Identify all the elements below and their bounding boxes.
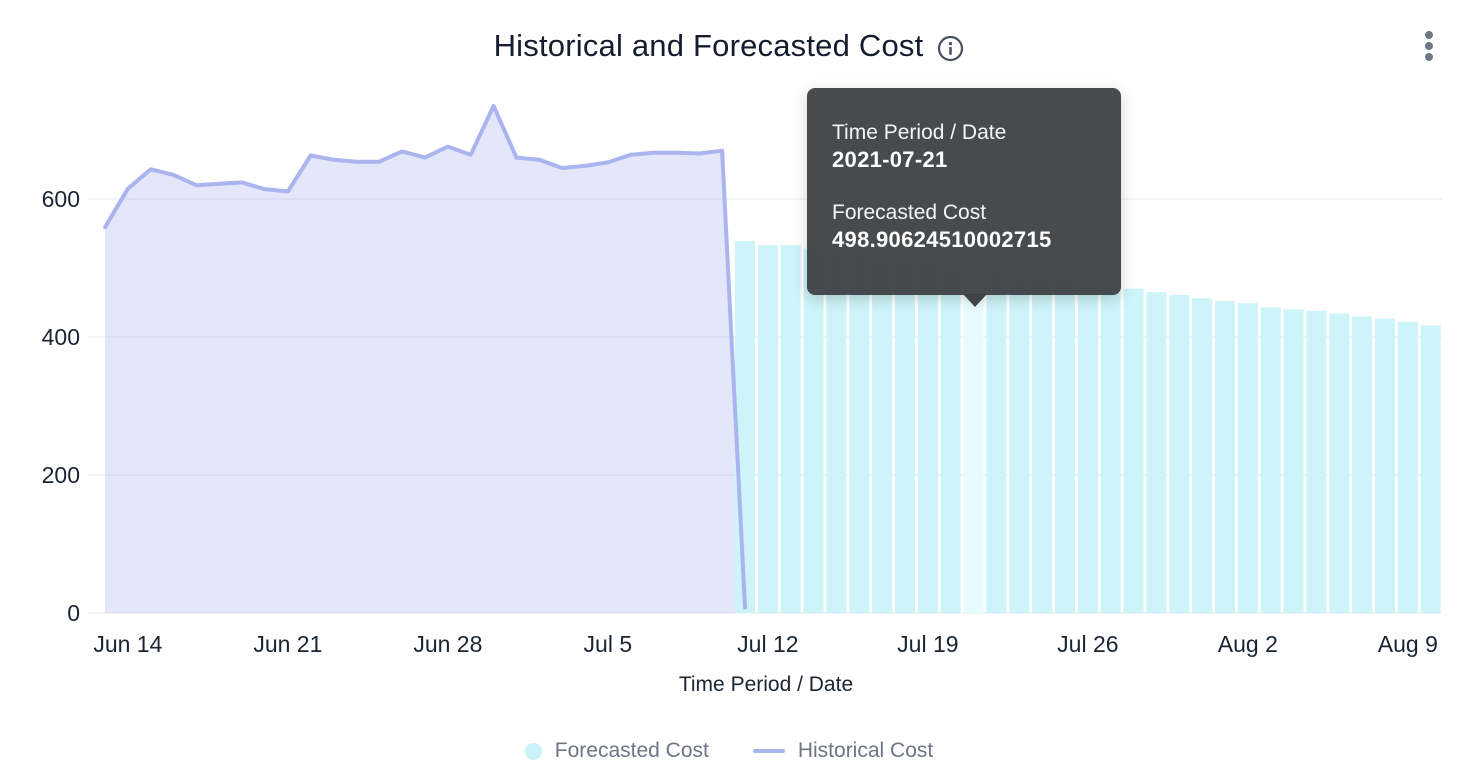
forecast-bar[interactable] [917, 263, 938, 613]
forecast-bar[interactable] [803, 248, 824, 613]
tooltip-arrow [963, 294, 987, 307]
legend-item-historical-cost[interactable]: Historical Cost [752, 739, 934, 763]
historical-cost-area [105, 105, 745, 614]
forecast-bar[interactable] [1397, 321, 1418, 613]
forecast-bar[interactable] [735, 241, 755, 613]
forecast-bar[interactable] [1306, 310, 1327, 613]
forecast-bar[interactable] [895, 260, 915, 613]
forecast-bar[interactable] [1420, 325, 1441, 613]
kebab-menu-icon[interactable] [1422, 26, 1436, 66]
forecast-bar[interactable] [1375, 318, 1395, 613]
forecast-bar[interactable] [1260, 307, 1281, 613]
x-axis-tick-label: Jul 19 [897, 631, 958, 657]
legend-label-forecasted: Forecasted Cost [554, 739, 709, 762]
tooltip-field-label: Time Period / Date [832, 121, 1007, 144]
info-icon[interactable] [937, 35, 964, 62]
x-axis-tick-label: Jun 21 [253, 631, 322, 657]
forecast-bar[interactable] [872, 257, 893, 613]
forecast-bar[interactable] [1055, 280, 1075, 613]
legend-label-historical: Historical Cost [797, 739, 934, 762]
forecast-bar[interactable] [1352, 316, 1373, 613]
forecast-bar[interactable] [1077, 283, 1098, 613]
forecast-bar[interactable] [1100, 285, 1121, 613]
forecast-bar[interactable] [1329, 313, 1350, 614]
forecast-bar[interactable] [1146, 292, 1167, 613]
forecast-bar[interactable] [757, 245, 778, 613]
forecast-bar[interactable] [940, 265, 961, 613]
forecast-bar[interactable] [1169, 294, 1190, 613]
x-axis-tick-label: Jul 26 [1057, 631, 1118, 657]
forecast-bar[interactable] [1237, 303, 1258, 613]
forecast-bar[interactable] [780, 245, 801, 613]
forecast-bar[interactable] [826, 251, 847, 613]
x-axis-tick-label: Jul 5 [584, 631, 633, 657]
chart-tooltip: Time Period / Date 2021-07-21 Forecasted… [807, 88, 1121, 307]
historical-cost-line [103, 103, 747, 610]
y-axis-tick-label: 600 [42, 186, 80, 212]
y-axis-tick-label: 0 [67, 600, 80, 626]
historical-cost-swatch-icon [752, 749, 785, 753]
x-axis-tick-label: Jun 14 [93, 631, 162, 657]
y-axis-tick-label: 200 [42, 462, 80, 488]
tooltip-series-label: Forecasted Cost [832, 200, 987, 224]
forecast-bar[interactable] [1009, 274, 1030, 613]
forecasted-cost-swatch-icon [524, 742, 542, 760]
y-axis-tick-label: 400 [42, 324, 80, 350]
tooltip-date-value: 2021-07-21 [832, 147, 948, 173]
forecast-bar[interactable] [1192, 298, 1213, 613]
tooltip-cost-value: 498.90624510002715 [832, 227, 1052, 253]
forecast-bar[interactable] [1215, 301, 1235, 613]
chart-header: Historical and Forecasted Cost [0, 22, 1458, 70]
x-axis-title: Time Period / Date [679, 673, 853, 696]
forecast-bar[interactable] [986, 272, 1007, 613]
legend-item-forecasted-cost[interactable]: Forecasted Cost [524, 739, 709, 763]
forecast-bar-highlighted[interactable] [963, 268, 984, 613]
chart-legend: Forecasted Cost Historical Cost [0, 735, 1458, 767]
x-axis-tick-label: Jun 28 [413, 631, 482, 657]
x-axis-tick-label: Aug 2 [1218, 631, 1278, 657]
forecast-bar[interactable] [849, 254, 870, 613]
chart-title: Historical and Forecasted Cost [493, 28, 924, 63]
x-axis-tick-label: Jul 12 [737, 631, 798, 657]
forecast-bar[interactable] [1032, 277, 1053, 613]
forecast-bar[interactable] [1123, 288, 1144, 613]
x-axis-tick-label: Aug 9 [1378, 631, 1438, 657]
forecast-bar[interactable] [1283, 309, 1304, 613]
